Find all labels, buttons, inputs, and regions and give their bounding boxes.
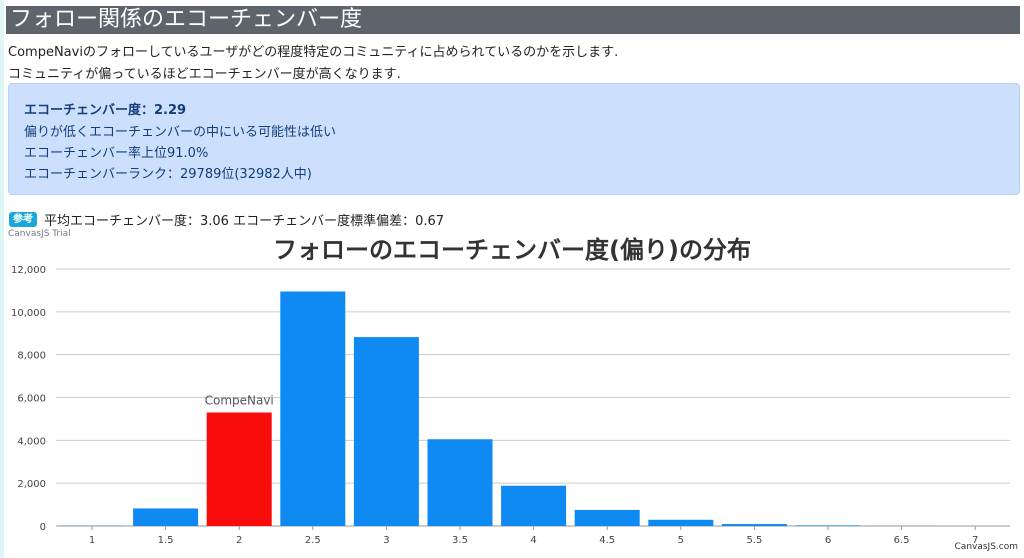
chart-title: フォローのエコーチェンバー度(偏り)の分布: [273, 236, 751, 264]
reference-stats: 平均エコーチェンバー度：3.06 エコーチェンバー度標準偏差：0.67: [44, 214, 445, 229]
x-tick-label: 2.5: [305, 535, 321, 546]
bar: [574, 509, 640, 526]
y-tick-label: 12,000: [11, 265, 46, 276]
x-tick-label: 3: [383, 535, 389, 546]
x-tick-label: 2: [236, 535, 242, 546]
highlight-bar: [206, 412, 272, 526]
x-tick-label: 1.5: [158, 535, 174, 546]
y-tick-label: 10,000: [11, 308, 46, 319]
canvasjs-credit-link[interactable]: CanvasJS.com: [954, 542, 1018, 552]
description-line-1: CompeNaviのフォローしているユーザがどの程度特定のコミュニティに占められ…: [8, 45, 619, 60]
score-rate: エコーチェンバー率上位91.0%: [24, 146, 209, 161]
x-tick-label: 1: [89, 535, 95, 546]
x-tick-label: 4: [530, 535, 536, 546]
y-tick-label: 0: [40, 522, 46, 533]
left-edge-strip: [0, 0, 4, 558]
x-tick-label: 3.5: [452, 535, 468, 546]
y-tick-label: 4,000: [17, 436, 46, 447]
echo-chamber-score: エコーチェンバー度：2.29: [24, 103, 187, 118]
y-tick-label: 2,000: [17, 479, 46, 490]
score-comment: 偏りが低くエコーチェンバーの中にいる可能性は低い: [24, 125, 337, 140]
bar: [353, 337, 419, 526]
y-tick-label: 6,000: [17, 394, 46, 405]
x-tick-label: 5: [678, 535, 684, 546]
description-line-2: コミュニティが偏っているほどエコーチェンバー度が高くなります.: [8, 67, 401, 82]
bar: [280, 291, 346, 526]
x-tick-label: 6: [825, 535, 831, 546]
score-alert-box: エコーチェンバー度：2.29 偏りが低くエコーチェンバーの中にいる可能性は低い …: [8, 83, 1020, 195]
bar: [133, 508, 199, 526]
score-rank: エコーチェンバーランク：29789位(32982人中): [24, 167, 312, 182]
x-tick-label: 5.5: [746, 535, 762, 546]
y-tick-label: 8,000: [17, 351, 46, 362]
bar: [721, 524, 787, 526]
page-title: フォロー関係のエコーチェンバー度: [6, 6, 1020, 34]
bar: [648, 519, 714, 526]
highlight-bar-label: CompeNavi: [205, 393, 274, 407]
reference-badge: 参考: [9, 212, 37, 227]
bar: [427, 439, 493, 526]
x-tick-label: 7: [972, 535, 978, 546]
x-tick-label: 6.5: [894, 535, 910, 546]
x-tick-label: 4.5: [599, 535, 615, 546]
canvasjs-trial-watermark: CanvasJS Trial: [8, 229, 71, 239]
bar: [501, 485, 567, 526]
bar: [795, 525, 861, 526]
